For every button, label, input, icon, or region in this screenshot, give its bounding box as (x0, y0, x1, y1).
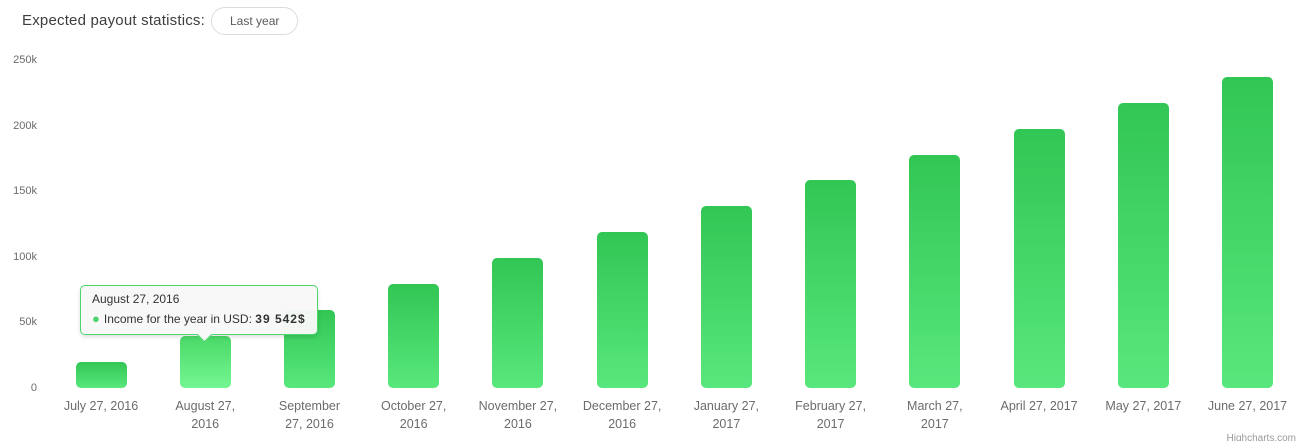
x-axis-label-6: January 27, 2017 (693, 399, 760, 431)
series-bullet-icon: ● (92, 311, 100, 326)
bar-november-27-2016[interactable] (492, 258, 544, 388)
y-axis-label-250k: 250k (13, 54, 37, 66)
bar-july-27-2016[interactable] (75, 362, 127, 388)
y-axis-label-200k: 200k (13, 119, 37, 132)
y-axis-label-150k: 150k (13, 185, 37, 198)
x-axis-label-8: March 27, 2017 (907, 399, 963, 431)
tooltip-value: 39 542$ (255, 312, 306, 326)
bar-december-27-2016[interactable] (596, 232, 648, 388)
tooltip-date: August 27, 2016 (92, 292, 180, 306)
y-axis-label-50k: 50k (19, 316, 37, 329)
x-axis-label-4: November 27, 2016 (478, 399, 558, 431)
x-axis-label-1: August 27, 2016 (175, 399, 236, 431)
bar-may-27-2017[interactable] (1117, 103, 1169, 388)
x-axis-label-9: April 27, 2017 (1000, 399, 1078, 413)
bar-august-27-2016[interactable] (179, 336, 231, 388)
x-axis-label-0: July 27, 2016 (63, 399, 139, 413)
x-axis-label-3: October 27, 2016 (381, 399, 447, 431)
highcharts-credit-link[interactable]: Highcharts.com (1226, 433, 1296, 441)
chart-tooltip: August 27, 2016 ● Income for the year in … (80, 285, 318, 335)
last-year-button[interactable]: Last year (211, 7, 299, 35)
bar-april-27-2017[interactable] (1013, 129, 1065, 388)
page-title: Expected payout statistics: (22, 12, 205, 29)
y-axis-label-100k: 100k (13, 250, 37, 263)
y-axis-label-0: 0 (30, 382, 37, 394)
x-axis-label-7: February 27, 2017 (795, 399, 867, 431)
bar-june-27-2017[interactable] (1222, 77, 1274, 388)
bar-march-27-2017[interactable] (909, 155, 961, 388)
x-axis-label-10: May 27, 2017 (1105, 399, 1182, 413)
bar-october-27-2016[interactable] (388, 284, 440, 388)
x-axis-label-5: December 27, 2016 (582, 399, 662, 431)
x-axis-label-2: September 27, 2016 (278, 399, 341, 431)
tooltip-series-label: Income for the year in USD: (103, 312, 252, 326)
bar-february-27-2017[interactable] (805, 180, 857, 388)
bar-january-27-2017[interactable] (700, 206, 752, 388)
x-axis-label-11: June 27, 2017 (1207, 399, 1288, 413)
tooltip-row: ● Income for the year in USD: 39 542$ (92, 311, 306, 326)
